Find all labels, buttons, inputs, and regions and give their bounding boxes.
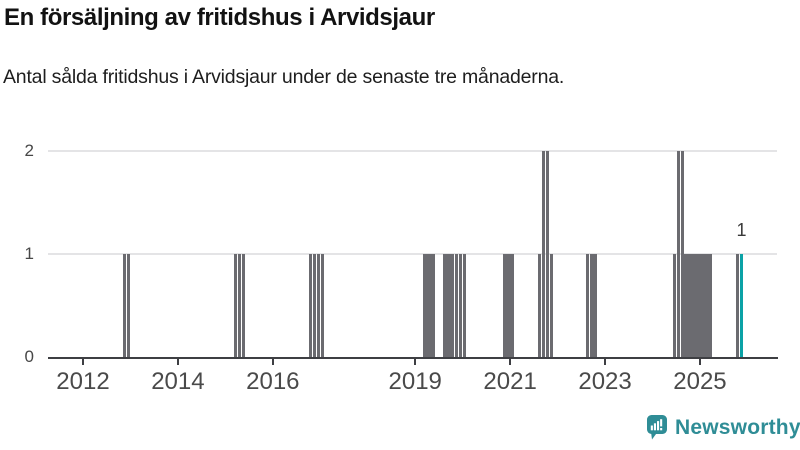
bar-2025-02 xyxy=(704,254,708,357)
bar-2019-05 xyxy=(431,254,435,357)
bar-2015-03 xyxy=(233,254,237,357)
x-axis-label: 2023 xyxy=(578,368,632,395)
bar-2016-11 xyxy=(312,254,317,357)
bar-2015-05 xyxy=(241,254,245,357)
x-axis-tick xyxy=(603,359,607,365)
bar-2020-11 xyxy=(502,254,506,357)
bar-2024-08 xyxy=(680,151,684,357)
newsworthy-icon xyxy=(647,415,667,440)
bar-2020-01 xyxy=(462,254,467,357)
bar-2020-12 xyxy=(506,254,510,357)
bar-2019-03 xyxy=(423,254,427,357)
bar-2025-10 xyxy=(735,254,740,357)
bar-2019-10 xyxy=(451,254,455,357)
gridline xyxy=(48,150,777,153)
bar-2025-11 xyxy=(739,254,744,357)
chart-subtitle: Antal sålda fritidshus i Arvidsjaur unde… xyxy=(3,66,565,88)
bar-2024-11 xyxy=(692,254,696,357)
bar-2024-10 xyxy=(688,254,692,357)
bar-2025-03 xyxy=(708,254,712,357)
x-axis-label: 2025 xyxy=(673,368,727,395)
bar-2021-01 xyxy=(510,254,514,357)
bar-2024-07 xyxy=(676,151,680,357)
x-axis-label: 2014 xyxy=(151,368,205,395)
x-axis-label: 2012 xyxy=(56,368,110,395)
x-axis-tick xyxy=(176,359,179,365)
y-axis-label: 2 xyxy=(24,141,34,161)
bar-2021-08 xyxy=(538,254,542,357)
x-axis-tick xyxy=(271,359,274,365)
y-axis-label: 0 xyxy=(24,347,34,366)
x-axis-tick xyxy=(698,359,702,365)
bar-2019-08 xyxy=(443,254,447,357)
y-axis-label: 1 xyxy=(24,244,34,264)
x-axis-label: 2016 xyxy=(246,368,300,395)
bar-2015-04 xyxy=(237,254,241,357)
bar-2017-01 xyxy=(320,254,324,357)
bar-2022-09 xyxy=(589,254,593,357)
bar-2022-08 xyxy=(585,254,589,357)
gridline xyxy=(48,253,777,256)
chart-title: En försäljning av fritidshus i Arvidsjau… xyxy=(4,4,435,31)
x-axis-label: 2019 xyxy=(388,368,442,395)
bar-2022-10 xyxy=(593,254,597,357)
x-axis-tick xyxy=(81,359,85,365)
bar-2016-10 xyxy=(308,254,313,357)
bar-2012-11 xyxy=(122,254,127,357)
bar-2019-12 xyxy=(459,254,463,357)
x-axis-line xyxy=(48,356,778,359)
bar-2021-10 xyxy=(546,151,550,357)
bar-2024-12 xyxy=(696,254,700,357)
newsworthy-wordmark: Newsworthy xyxy=(675,415,800,439)
bar-value-annotation: 1 xyxy=(736,220,747,240)
x-axis-label: 2021 xyxy=(483,368,537,395)
bar-2019-09 xyxy=(447,254,451,357)
bar-2021-11 xyxy=(549,254,554,357)
bar-2025-01 xyxy=(700,254,704,357)
bar-2012-12 xyxy=(126,254,131,357)
bar-2024-09 xyxy=(684,254,688,357)
bar-2021-09 xyxy=(542,151,546,357)
x-axis-tick xyxy=(414,359,417,365)
bar-2019-04 xyxy=(427,254,431,357)
x-axis-tick xyxy=(509,359,512,365)
newsworthy-logo[interactable]: Newsworthy xyxy=(647,415,800,440)
bar-2024-06 xyxy=(672,254,676,357)
bar-2016-12 xyxy=(316,254,320,357)
bar-2019-11 xyxy=(455,254,459,357)
